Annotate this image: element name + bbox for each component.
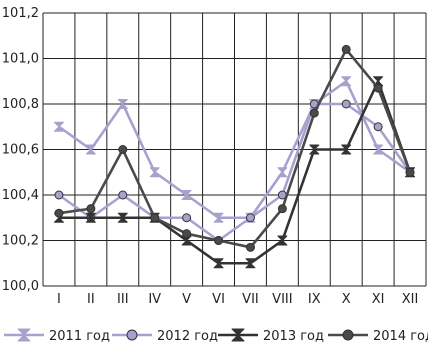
data-point bbox=[309, 144, 320, 155]
data-point bbox=[214, 236, 224, 245]
x-axis: I II III IV V VI VII VIII IX X XI XII bbox=[57, 292, 418, 307]
series-line bbox=[58, 48, 412, 249]
data-point bbox=[245, 242, 255, 252]
data-point bbox=[182, 229, 192, 239]
data-point bbox=[126, 329, 138, 341]
data-point bbox=[277, 167, 288, 178]
legend-item: 2012 год bbox=[112, 329, 218, 344]
data-point bbox=[182, 213, 192, 223]
y-axis: 100,0 100,2 100,4 100,6 100,8 101,0 101,2 bbox=[2, 6, 39, 294]
legend-label: 2011 год bbox=[49, 329, 110, 344]
x-tick-label: IX bbox=[308, 292, 321, 307]
data-point bbox=[231, 328, 245, 342]
legend-label: 2012 год bbox=[157, 329, 218, 344]
data-point bbox=[118, 190, 128, 200]
data-point bbox=[341, 144, 352, 155]
legend-label: 2014 год bbox=[373, 329, 428, 344]
data-point bbox=[277, 204, 287, 214]
legend-item: 2014 год bbox=[328, 329, 428, 344]
x-tick-label: X bbox=[342, 292, 351, 307]
y-tick-label: 100,2 bbox=[2, 234, 39, 249]
data-point bbox=[117, 212, 128, 223]
y-tick-label: 101,0 bbox=[2, 52, 39, 67]
data-point bbox=[86, 204, 96, 214]
series-line bbox=[58, 79, 411, 220]
data-point bbox=[341, 76, 352, 87]
data-point bbox=[181, 190, 192, 200]
y-tick-label: 101,2 bbox=[2, 6, 39, 21]
series-4 bbox=[54, 44, 415, 252]
data-point bbox=[245, 258, 256, 269]
data-point bbox=[85, 144, 96, 155]
data-point bbox=[213, 258, 224, 269]
x-tick-label: II bbox=[87, 292, 95, 307]
data-point bbox=[405, 167, 415, 177]
y-tick-label: 100,0 bbox=[2, 279, 39, 294]
legend-item: 2013 год bbox=[218, 328, 324, 344]
data-point bbox=[342, 329, 354, 341]
data-point bbox=[149, 167, 160, 178]
series-group bbox=[53, 44, 416, 269]
data-point bbox=[85, 212, 96, 223]
legend-label: 2013 год bbox=[263, 329, 324, 344]
data-point bbox=[118, 145, 128, 154]
data-point bbox=[277, 235, 288, 246]
data-point bbox=[54, 190, 64, 200]
data-point bbox=[373, 122, 383, 132]
x-tick-label: IV bbox=[148, 292, 161, 307]
data-point bbox=[373, 83, 383, 93]
series-line bbox=[58, 102, 412, 242]
data-point bbox=[245, 213, 255, 223]
data-point bbox=[17, 328, 31, 342]
data-point bbox=[117, 99, 128, 109]
y-tick-label: 100,6 bbox=[2, 143, 39, 158]
data-point bbox=[373, 144, 384, 155]
x-tick-label: VI bbox=[212, 292, 225, 307]
y-tick-label: 100,8 bbox=[2, 97, 39, 112]
x-tick-label: XII bbox=[402, 292, 419, 307]
x-tick-label: III bbox=[117, 292, 129, 307]
data-point bbox=[309, 108, 319, 118]
data-point bbox=[341, 99, 351, 109]
series-1 bbox=[53, 76, 416, 223]
data-point bbox=[213, 212, 224, 223]
x-tick-label: XI bbox=[372, 292, 385, 307]
legend-item: 2011 год bbox=[4, 328, 110, 344]
series-line bbox=[58, 79, 412, 265]
x-tick-label: VII bbox=[242, 292, 259, 307]
x-tick-label: V bbox=[182, 292, 191, 307]
x-tick-label: VIII bbox=[272, 292, 292, 307]
grid bbox=[42, 12, 427, 287]
y-tick-label: 100,4 bbox=[2, 188, 39, 203]
data-point bbox=[54, 208, 64, 218]
data-point bbox=[150, 213, 160, 223]
data-point bbox=[341, 44, 351, 54]
legend: 2011 год 2012 год 2013 год 2014 год bbox=[4, 328, 428, 344]
x-tick-label: I bbox=[57, 292, 61, 307]
data-point bbox=[53, 121, 64, 132]
